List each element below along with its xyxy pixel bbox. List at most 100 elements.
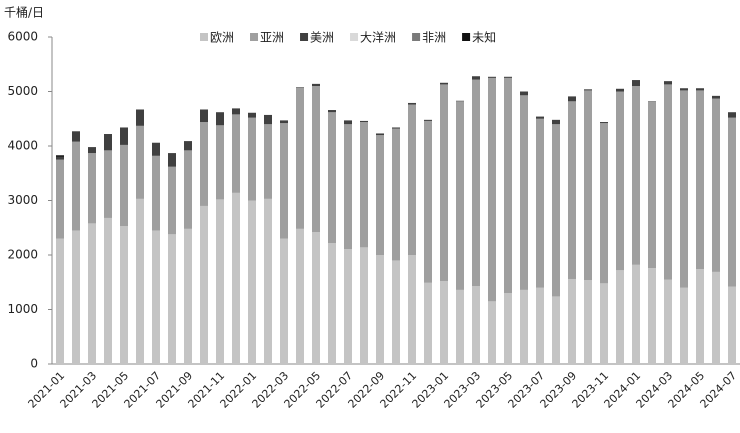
bar-segment	[264, 124, 272, 199]
bar-segment	[568, 96, 576, 102]
bar-segment	[408, 102, 416, 105]
bar-segment	[120, 144, 128, 227]
bar-segment	[88, 153, 96, 224]
bar-segment	[504, 293, 512, 364]
bar-segment	[616, 270, 624, 364]
bar-segment	[696, 90, 704, 270]
bar-segment	[392, 127, 400, 129]
bar-segment	[104, 217, 112, 364]
bar-segment	[72, 131, 80, 142]
bar-segment	[120, 226, 128, 364]
bar-segment	[552, 296, 560, 364]
legend-label: 未知	[472, 31, 496, 45]
bar-segment	[440, 82, 448, 85]
legend-label: 亚洲	[260, 31, 284, 45]
bar-segment	[168, 153, 176, 167]
legend-label: 大洋洲	[360, 30, 396, 45]
bar-segment	[136, 109, 144, 126]
bar-segment	[520, 91, 528, 96]
legend-swatch	[350, 33, 359, 41]
bar-segment	[168, 234, 176, 364]
bar-segment	[424, 282, 432, 364]
bar-segment	[56, 156, 64, 160]
bar-segment	[152, 230, 160, 364]
bar-segment	[184, 228, 192, 364]
bar-segment	[712, 95, 720, 99]
bar-segment	[56, 238, 64, 364]
bar-segment	[632, 80, 640, 87]
bar-segment	[280, 123, 288, 239]
bar-segment	[72, 141, 80, 231]
legend-label: 美洲	[310, 31, 334, 45]
bar-segment	[488, 301, 496, 364]
bar-segment	[504, 77, 512, 294]
bar-segment	[232, 114, 240, 193]
bar-segment	[360, 247, 368, 364]
bar-segment	[408, 255, 416, 364]
bar-segment	[280, 120, 288, 124]
bar-segment	[392, 128, 400, 261]
bar-segment	[280, 238, 288, 364]
bar-segment	[696, 269, 704, 364]
bar-segment	[344, 249, 352, 364]
bar-segment	[536, 287, 544, 364]
bar-segment	[360, 120, 368, 123]
bar-segment	[56, 155, 64, 157]
bar-segment	[328, 112, 336, 244]
bar-segment	[712, 98, 720, 272]
bar-segment	[440, 281, 448, 364]
bar-segment	[680, 287, 688, 364]
bar-segment	[200, 205, 208, 364]
bar-segment	[56, 159, 64, 239]
bar-segment	[520, 289, 528, 364]
bar-segment	[552, 124, 560, 297]
legend-swatch	[200, 33, 208, 41]
bar-segment	[376, 133, 384, 136]
bar-segment	[472, 286, 480, 364]
bar-segment	[648, 268, 656, 364]
bar-segment	[88, 223, 96, 364]
bar-segment	[520, 95, 528, 290]
bar-segment	[216, 199, 224, 364]
bar-segment	[488, 77, 496, 302]
bar-segment	[616, 91, 624, 271]
bar-segment	[424, 119, 432, 121]
bar-segment	[568, 278, 576, 364]
bar-segment	[232, 192, 240, 364]
bar-segment	[696, 88, 704, 91]
bar-segment	[680, 88, 688, 91]
bar-segment	[472, 76, 480, 80]
bar-segment	[632, 264, 640, 364]
bar-segment	[248, 200, 256, 364]
bar-segment	[472, 79, 480, 287]
bar-segment	[680, 90, 688, 288]
bar-segment	[600, 283, 608, 364]
bar-segment	[504, 76, 512, 78]
bar-segment	[632, 86, 640, 265]
bar-segment	[664, 84, 672, 280]
bar-segment	[344, 120, 352, 125]
bar-segment	[376, 135, 384, 255]
y-tick-label: 6000	[7, 30, 38, 44]
legend-swatch	[250, 33, 259, 41]
bar-segment	[728, 112, 736, 118]
bar-segment	[152, 155, 160, 231]
bar-segment	[88, 147, 96, 154]
bar-segment	[328, 110, 336, 113]
bar-segment	[664, 81, 672, 85]
bar-segment	[584, 280, 592, 364]
bar-segment	[72, 230, 80, 364]
bar-segment	[216, 112, 224, 126]
y-tick-label: 4000	[7, 139, 38, 153]
legend-swatch	[300, 33, 309, 41]
bar-segment	[712, 271, 720, 364]
bar-segment	[296, 87, 304, 229]
bar-segment	[648, 101, 656, 269]
bar-segment	[328, 243, 336, 364]
bar-segment	[456, 101, 464, 290]
bar-segment	[728, 286, 736, 364]
bar-segment	[584, 89, 592, 91]
bar-segment	[312, 83, 320, 87]
legend-swatch	[462, 33, 471, 41]
